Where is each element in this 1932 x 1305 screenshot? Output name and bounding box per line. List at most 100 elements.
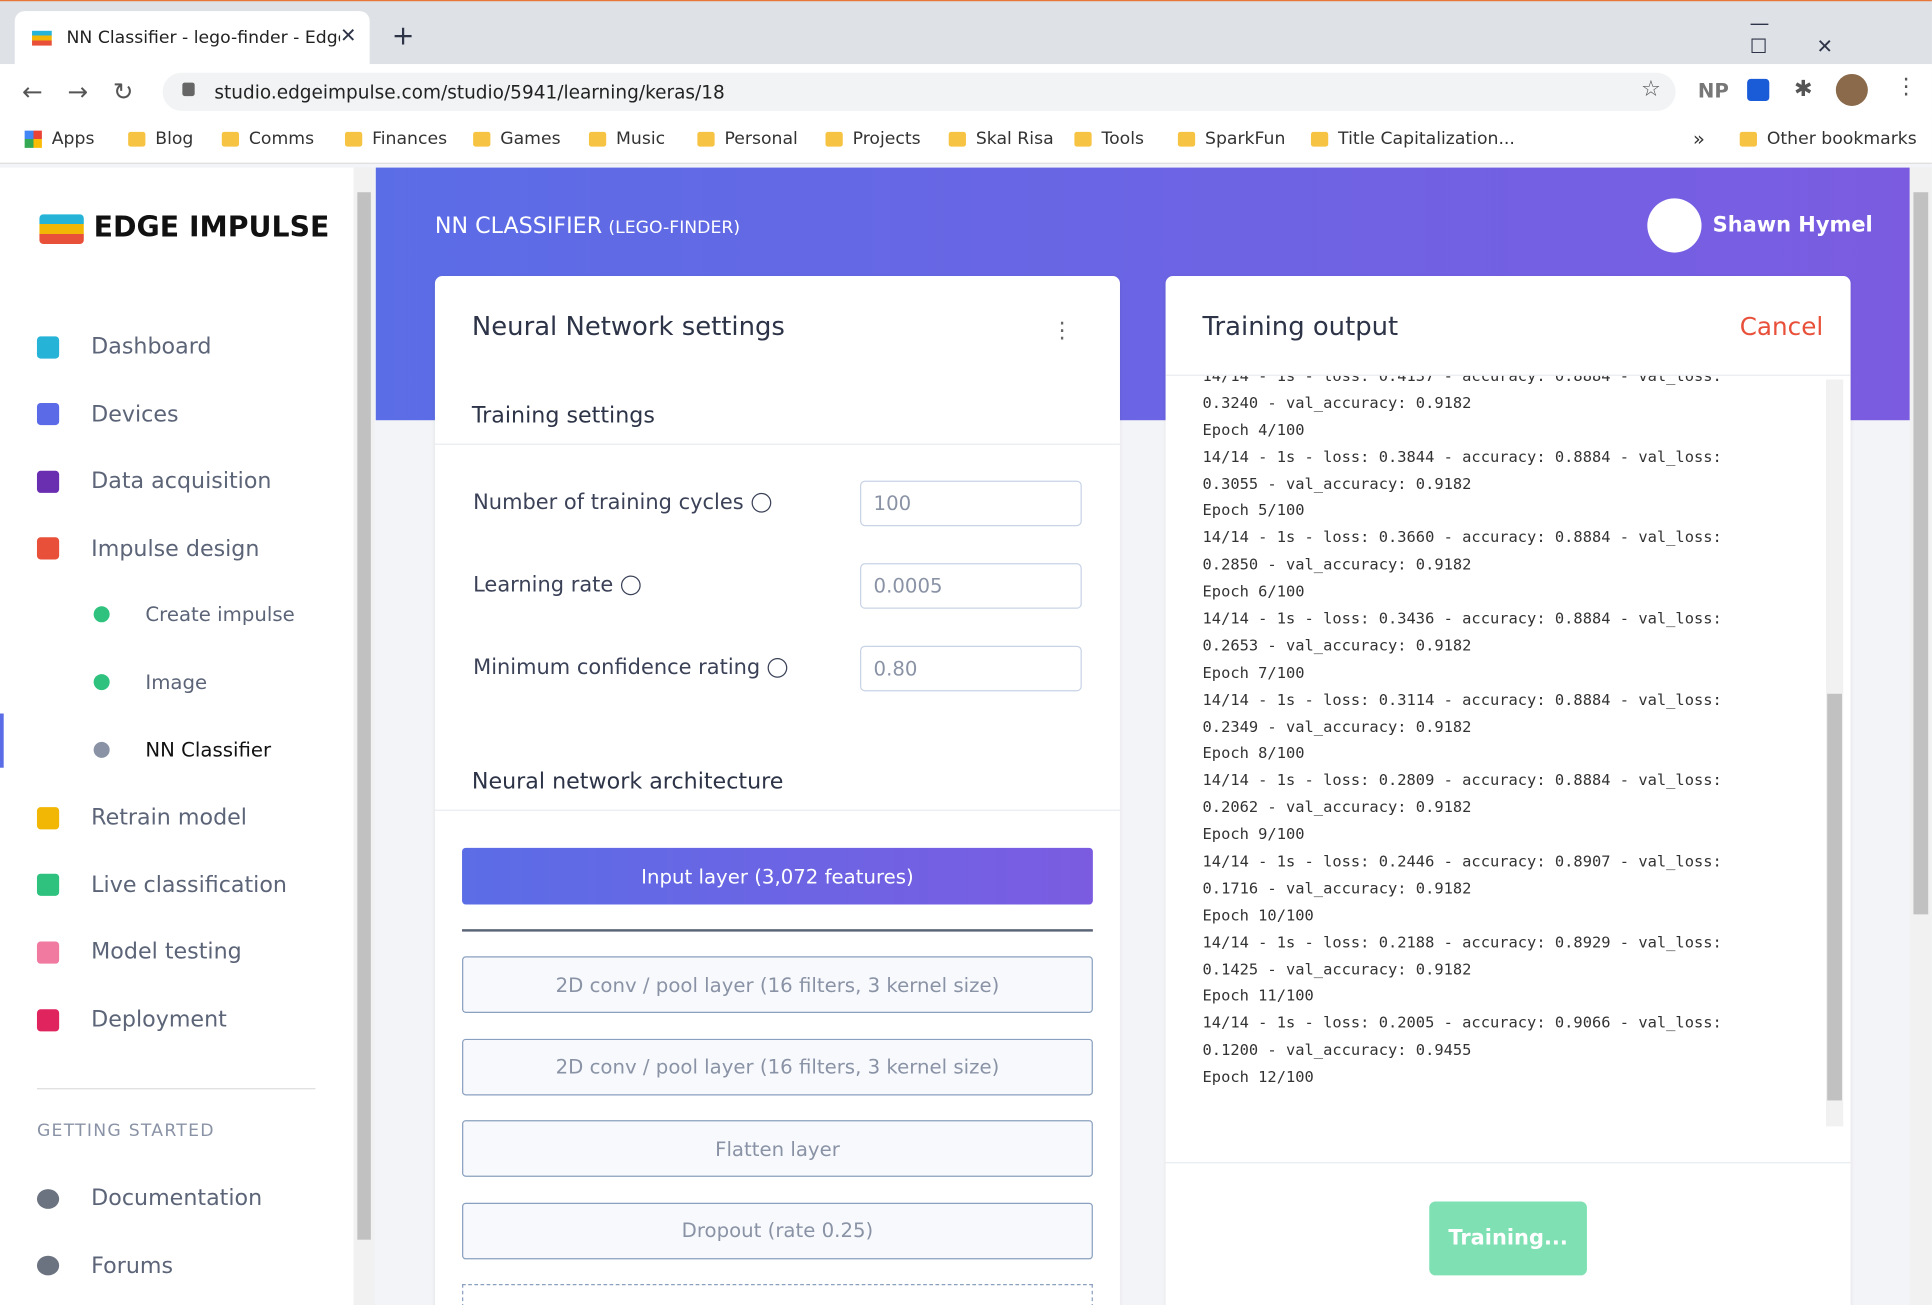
nav-label: Live classification	[91, 872, 287, 899]
tab[interactable]: NN Classifier - lego-finder - Edge Impul…	[14, 11, 370, 66]
scrollbar[interactable]	[1909, 167, 1932, 1305]
divider	[1165, 1162, 1851, 1164]
log-line: 14/14 - 1s - loss: 0.2809 - accuracy: 0.…	[1202, 770, 1722, 790]
layer[interactable]: 2D conv / pool layer (16 filters, 3 kern…	[462, 956, 1093, 1013]
scrollbar-thumb[interactable]	[357, 192, 371, 1240]
active-indicator	[0, 713, 4, 768]
window-controls[interactable]: —☐✕	[1749, 11, 1883, 58]
nav-item[interactable]: Dashboard	[36, 334, 212, 360]
nav-item[interactable]: Retrain model	[36, 805, 247, 831]
bookmark-label: Music	[616, 129, 666, 150]
log-line: 0.1425 - val_accuracy: 0.9182	[1202, 959, 1472, 978]
tab-title: NN Classifier - lego-finder - Edge Impul…	[66, 28, 341, 49]
folder-icon	[221, 131, 240, 147]
layer[interactable]: Dropout (rate 0.25)	[462, 1202, 1093, 1260]
nav-icon	[36, 941, 60, 964]
help-icon[interactable]	[620, 575, 641, 596]
tab-close[interactable]: ✕	[340, 23, 357, 47]
bookmark[interactable]: Games	[473, 129, 561, 149]
user-avatar[interactable]	[1647, 198, 1702, 253]
help-item[interactable]: Forums	[36, 1253, 173, 1279]
layer[interactable]	[462, 1284, 1093, 1305]
log-line: 14/14 - 1s - loss: 0.2446 - accuracy: 0.…	[1202, 851, 1722, 871]
bookmark[interactable]: Projects	[825, 129, 921, 150]
layer[interactable]: 2D conv / pool layer (16 filters, 3 kern…	[462, 1038, 1093, 1096]
star[interactable]: ☆	[1640, 76, 1661, 103]
menu[interactable]: ⋮	[1894, 73, 1918, 100]
log-line: Epoch 12/100	[1202, 1067, 1314, 1086]
omnibox[interactable]: studio.edgeimpulse.com/studio/5941/learn…	[162, 72, 1676, 111]
text-input[interactable]: 0.0005	[860, 563, 1082, 609]
scrollbar-thumb[interactable]	[1913, 192, 1929, 915]
field-label: Number of training cycles	[473, 490, 771, 515]
nav-item[interactable]: Model testing	[36, 939, 242, 965]
nav-icon	[36, 874, 60, 897]
bookmark[interactable]: Comms	[221, 129, 314, 149]
bookmark[interactable]: Apps	[24, 129, 95, 149]
nav-item[interactable]: Deployment	[36, 1007, 227, 1033]
folder-icon	[128, 131, 146, 147]
nav-icon	[36, 806, 60, 829]
bookmark-label: Skal Risa	[975, 129, 1054, 150]
extension[interactable]: NP	[1697, 78, 1729, 103]
bookmark[interactable]: SparkFun	[1177, 129, 1286, 150]
bookmark[interactable]: Skal Risa	[948, 129, 1054, 150]
nav-item[interactable]: Impulse design	[36, 536, 259, 562]
help-icon[interactable]	[767, 658, 788, 678]
nav-buttons[interactable]: ←→↻	[22, 76, 159, 106]
nav-icon	[36, 403, 60, 426]
scrollbar-thumb[interactable]	[1827, 693, 1842, 1101]
nav-item[interactable]: Data acquisition	[36, 468, 272, 495]
field-label: Learning rate	[473, 573, 641, 598]
sidebar: EDGE IMPULSE GETTING STARTED Dashboard De…	[0, 167, 354, 1305]
log-line: 0.2062 - val_accuracy: 0.9182	[1202, 797, 1472, 817]
layer[interactable]: Flatten layer	[462, 1120, 1093, 1178]
favicon	[32, 30, 52, 46]
text-input[interactable]: 100	[860, 480, 1082, 527]
bookmark[interactable]: Personal	[697, 129, 798, 150]
settings-card: Neural Network settings ⋮ Training setti…	[434, 276, 1120, 1305]
cancel-button[interactable]: Cancel	[1739, 311, 1824, 342]
card-menu[interactable]: ⋮	[1050, 317, 1074, 344]
url: studio.edgeimpulse.com/studio/5941/learn…	[214, 81, 725, 104]
bookmark-label: Projects	[852, 129, 921, 150]
log-scrollbar[interactable]	[1825, 379, 1844, 1127]
extensions[interactable]: ✱	[1793, 76, 1813, 103]
extension[interactable]	[1747, 78, 1770, 102]
nav-label: Data acquisition	[91, 468, 272, 495]
bookmark-label: Finances	[372, 129, 448, 150]
nav-item[interactable]: Devices	[36, 401, 179, 427]
input-layer[interactable]: Input layer (3,072 features)	[462, 847, 1093, 905]
new-tab[interactable]: +	[391, 20, 415, 52]
nav-item[interactable]: NN Classifier	[93, 738, 271, 761]
text-input[interactable]: 0.80	[860, 645, 1082, 692]
log-content: 14/14 - 1s - loss: 0.4137 - accuracy: 0.…	[1203, 376, 1819, 1091]
divider	[36, 1088, 316, 1090]
help-icon[interactable]	[751, 492, 771, 513]
nav-item[interactable]: Create impulse	[93, 603, 295, 627]
help-item[interactable]: Documentation	[36, 1185, 262, 1211]
bookmark[interactable]: Title Capitalization...	[1310, 129, 1515, 149]
bookmark-label: SparkFun	[1204, 129, 1286, 150]
bookmarks-overflow[interactable]: »	[1692, 126, 1705, 151]
bookmark[interactable]: Finances	[344, 129, 448, 150]
log-line: 0.2850 - val_accuracy: 0.9182	[1202, 554, 1472, 574]
bookmark[interactable]: Blog	[128, 129, 193, 149]
user-name[interactable]: Shawn Hymel	[1712, 213, 1873, 238]
training-button[interactable]: Training...	[1429, 1201, 1587, 1276]
avatar[interactable]	[1835, 73, 1868, 106]
scrollbar[interactable]	[353, 167, 375, 1305]
logo: EDGE IMPULSE	[93, 211, 330, 244]
bookmark-label: Personal	[724, 129, 798, 150]
nav-item[interactable]: Live classification	[36, 872, 287, 899]
bookmark[interactable]: Tools	[1074, 129, 1144, 149]
tab-bar: NN Classifier - lego-finder - Edge Impul…	[0, 0, 1932, 66]
nav-label: Create impulse	[145, 603, 295, 627]
bookmark-label: Tools	[1101, 129, 1145, 150]
bookmark[interactable]: Other bookmarks	[1739, 129, 1917, 149]
log-line: 14/14 - 1s - loss: 0.3436 - accuracy: 0.…	[1202, 608, 1722, 628]
nav-item[interactable]: Image	[93, 670, 207, 694]
section-title: Training settings	[471, 402, 655, 429]
bookmark[interactable]: Music	[588, 129, 666, 150]
card-title: Neural Network settings	[471, 311, 785, 342]
